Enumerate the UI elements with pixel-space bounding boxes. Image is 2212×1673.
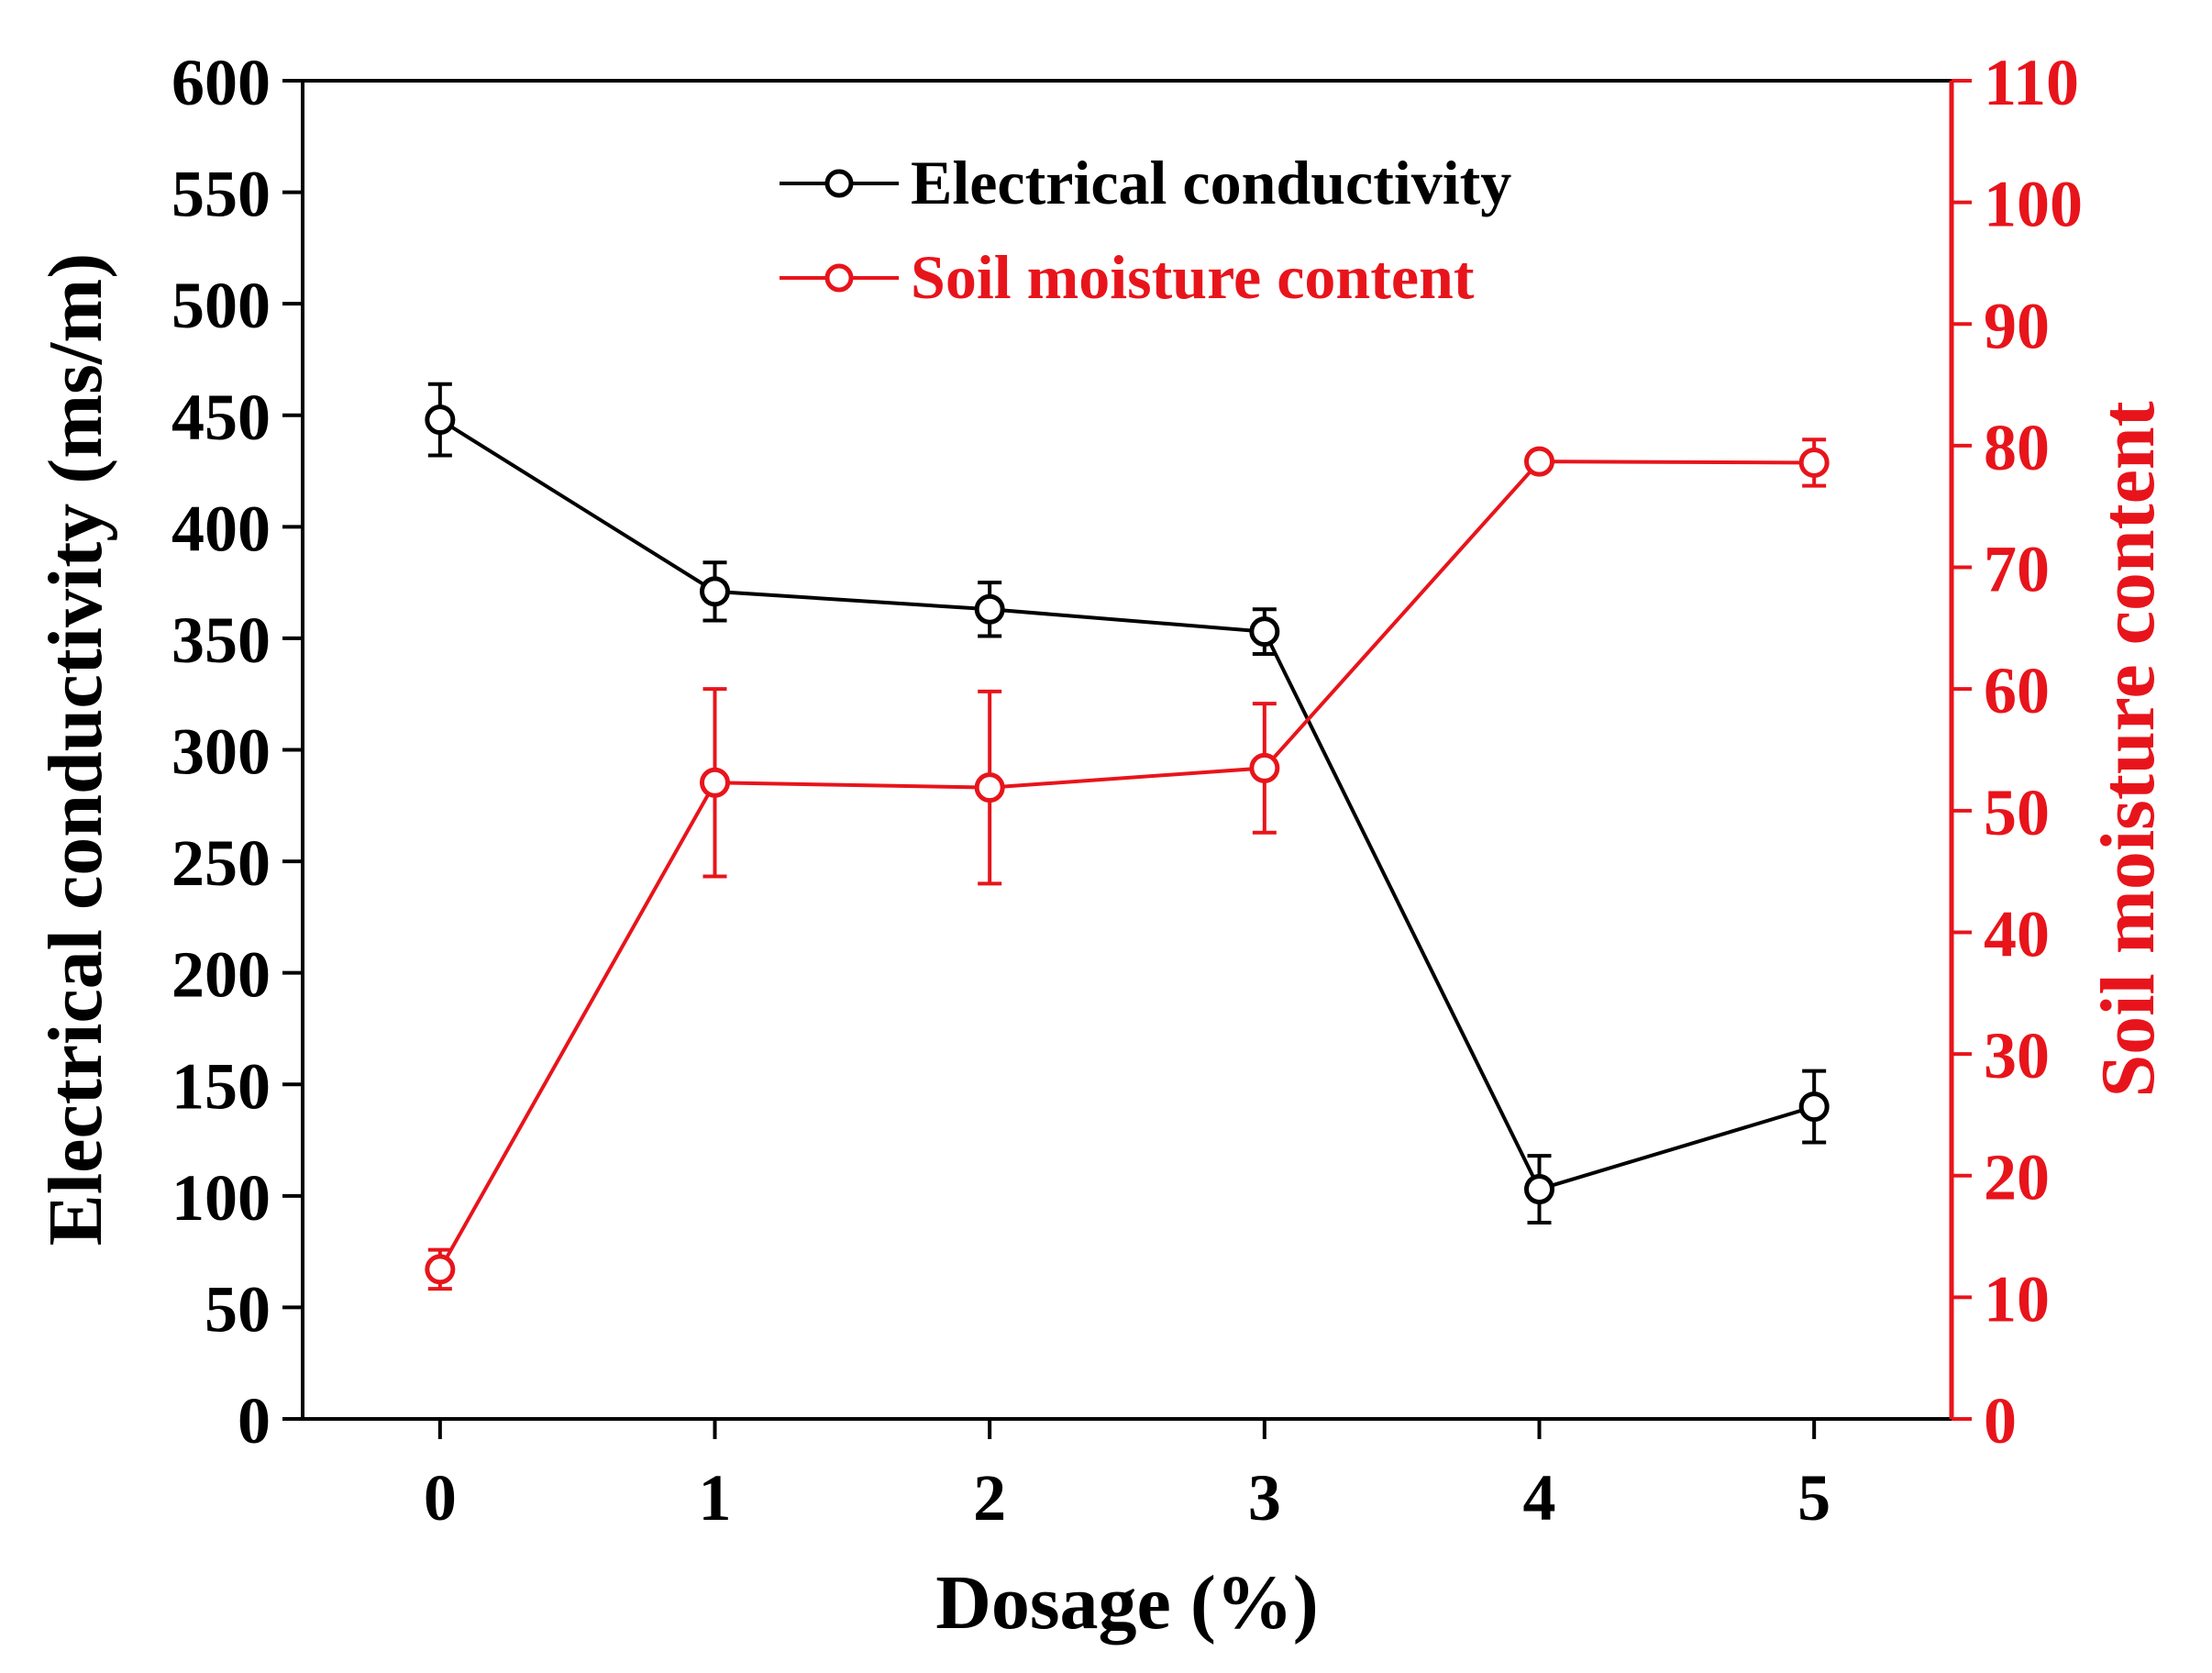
data-point	[974, 772, 1005, 803]
right-tick-label: 30	[1984, 1019, 2050, 1092]
data-point	[1524, 1174, 1554, 1205]
right-tick-label: 70	[1984, 533, 2050, 606]
x-tick-label: 3	[1248, 1461, 1281, 1535]
left-axis-label: Electrical conductivity (ms/m)	[33, 253, 118, 1246]
x-tick-label: 2	[973, 1461, 1006, 1535]
data-point	[425, 404, 456, 436]
series-electrical-conductivity	[425, 382, 1830, 1225]
left-tick-label: 150	[171, 1049, 271, 1123]
data-point	[700, 576, 730, 607]
left-tick-label: 250	[171, 826, 271, 900]
left-tick-label: 200	[171, 938, 271, 1012]
x-axis-label: Dosage (%)	[935, 1560, 1319, 1645]
left-tick-label: 300	[171, 715, 271, 789]
left-tick-label: 600	[171, 46, 271, 119]
legend-label-conductivity: Electrical conductivity	[911, 148, 1511, 217]
legend-marker-conductivity	[824, 169, 854, 198]
data-point	[1524, 446, 1554, 477]
x-axis-ticks: 0 1 2 3 4 5	[424, 1419, 1830, 1535]
right-tick-label: 0	[1984, 1384, 2017, 1457]
left-tick-label: 350	[171, 604, 271, 677]
x-tick-label: 0	[424, 1461, 457, 1535]
right-tick-label: 60	[1984, 654, 2050, 727]
data-point	[1249, 616, 1280, 648]
right-tick-label: 110	[1984, 46, 2079, 119]
x-tick-label: 4	[1523, 1461, 1556, 1535]
left-tick-label: 450	[171, 381, 271, 454]
left-axis-ticks: 0 50 100 150 200 250 300 350 400 450 500 550 600	[171, 46, 303, 1457]
x-tick-label: 5	[1797, 1461, 1830, 1535]
right-tick-label: 40	[1984, 897, 2050, 970]
right-tick-label: 100	[1984, 168, 2083, 241]
left-tick-label: 50	[205, 1272, 271, 1346]
right-tick-label: 20	[1984, 1141, 2050, 1214]
series-layer	[425, 382, 1830, 1291]
series-soil-moisture-content	[425, 438, 1830, 1291]
series-line	[438, 417, 1815, 1191]
data-point	[1798, 447, 1830, 478]
right-tick-label: 90	[1984, 289, 2050, 362]
series-line	[438, 460, 1815, 1270]
right-axis-label: Soil moisture content	[2085, 401, 2171, 1097]
legend: Electrical conductivity Soil moisture co…	[780, 148, 1511, 312]
x-tick-label: 1	[699, 1461, 732, 1535]
legend-label-moisture: Soil moisture content	[911, 242, 1475, 312]
right-tick-label: 80	[1984, 411, 2050, 484]
data-point	[1249, 752, 1280, 783]
right-tick-label: 50	[1984, 776, 2050, 849]
left-tick-label: 100	[171, 1161, 271, 1235]
data-point	[1798, 1091, 1830, 1123]
data-point	[425, 1254, 456, 1285]
left-tick-label: 500	[171, 269, 271, 342]
data-point	[700, 767, 730, 798]
left-tick-label: 550	[171, 158, 271, 231]
legend-marker-moisture	[824, 263, 854, 293]
right-tick-label: 10	[1984, 1262, 2050, 1335]
data-point	[974, 593, 1005, 625]
left-tick-label: 0	[238, 1384, 271, 1457]
left-tick-label: 400	[171, 492, 271, 565]
right-axis-ticks: 0 10 20 30 40 50 60 70 80 90 100 110	[1952, 46, 2083, 1457]
